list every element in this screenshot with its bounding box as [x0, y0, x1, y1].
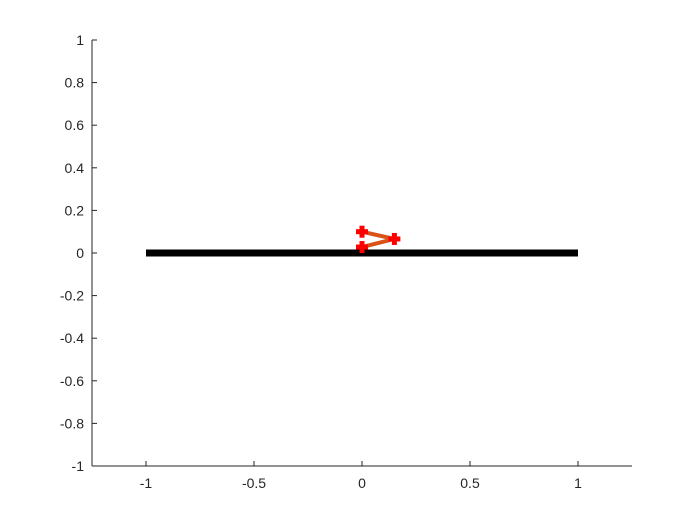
y-tick-label: 0.6 — [65, 117, 85, 133]
y-tick-label: 0 — [76, 245, 84, 261]
data-point-marker — [356, 241, 368, 254]
y-tick-label: -0.8 — [60, 415, 84, 431]
y-tick-label: -0.6 — [60, 373, 84, 389]
y-tick-label: -0.2 — [60, 288, 84, 304]
x-tick-label: -1 — [140, 475, 153, 491]
y-tick-label: 0.4 — [65, 160, 85, 176]
data-point-marker — [356, 225, 368, 238]
x-tick-label: 0.5 — [460, 475, 480, 491]
y-tick-label: 0.8 — [65, 75, 85, 91]
y-tick-label: 0.2 — [65, 202, 85, 218]
y-tick-label: -1 — [72, 458, 85, 474]
x-tick-label: 1 — [574, 475, 582, 491]
x-tick-label: 0 — [358, 475, 366, 491]
x-tick-label: -0.5 — [242, 475, 266, 491]
y-tick-label: 1 — [76, 32, 84, 48]
y-tick-label: -0.4 — [60, 330, 84, 346]
data-point-marker — [388, 232, 401, 245]
